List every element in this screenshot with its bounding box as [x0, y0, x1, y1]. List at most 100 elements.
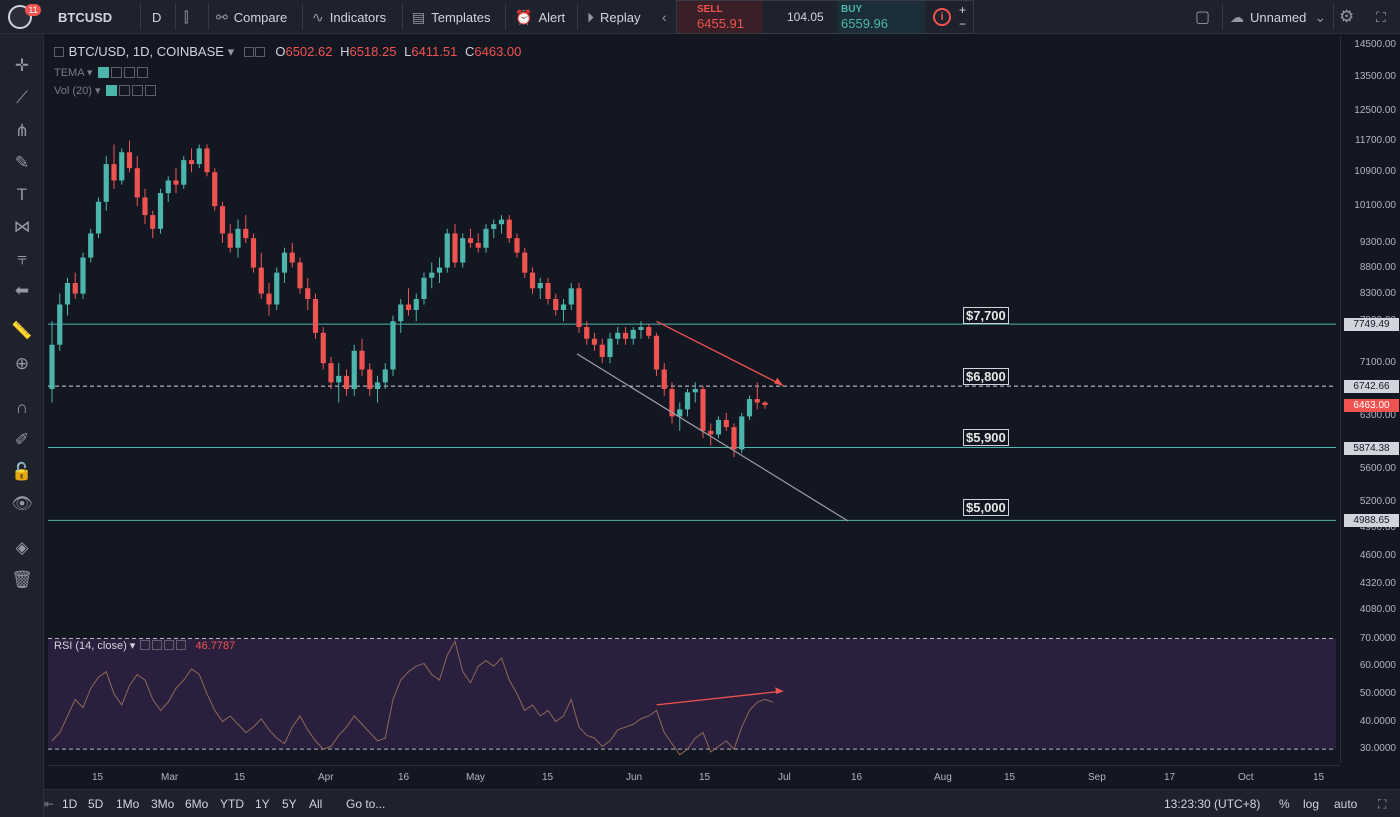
pitchfork-icon[interactable]: ⋔	[14, 121, 30, 140]
templates-button[interactable]: ▤ Templates	[412, 0, 490, 34]
candle-body	[157, 193, 164, 229]
scroll-left-icon[interactable]: ‹	[662, 9, 667, 25]
fullscreen-toggle[interactable]: ▢	[1195, 0, 1216, 34]
log-toggle[interactable]: log	[1303, 797, 1320, 811]
percent-toggle[interactable]: %	[1279, 797, 1290, 811]
prediction-icon[interactable]: ⫧	[17, 249, 27, 268]
candle-body	[436, 267, 443, 273]
price-tick: 7100.00	[1359, 357, 1396, 369]
menu-small-icon[interactable]	[164, 640, 175, 650]
candle-body	[646, 327, 652, 336]
close-small-icon[interactable]	[254, 47, 265, 57]
price-tag: 6742.66	[1344, 380, 1399, 394]
close-small-icon[interactable]	[136, 67, 148, 78]
eye-icon[interactable]: 👁	[11, 494, 33, 513]
alert-label: Alert	[538, 9, 566, 25]
rsi-pane[interactable]	[48, 633, 1336, 763]
price-axis[interactable]: 14500.00 13500.00 12500.00 11700.00 10900.00…	[1340, 36, 1400, 763]
divider	[208, 4, 209, 30]
replay-button[interactable]: ⏵ Replay	[587, 0, 640, 34]
calendar-icon[interactable]: ⇤	[44, 797, 55, 811]
fullscreen-button[interactable]: ⛶	[1376, 0, 1392, 34]
price-tick: 10100.00	[1354, 200, 1396, 212]
settings-small-icon[interactable]	[118, 85, 130, 96]
level-annotation[interactable]: $7,700	[963, 307, 1009, 324]
time-tick: May	[466, 772, 485, 783]
chevron-down-icon[interactable]: ▾	[227, 44, 235, 59]
candle-body	[491, 224, 497, 229]
range-button-ytd[interactable]: YTD	[220, 797, 244, 811]
range-button-5d[interactable]: 5D	[88, 797, 104, 811]
chart-type-button[interactable]: ⫿	[184, 0, 194, 34]
candle-body	[150, 215, 156, 229]
minus-icon[interactable]: −	[959, 17, 967, 31]
legend-toggle-icon[interactable]	[54, 47, 64, 57]
indicators-button[interactable]: ∿ Indicators	[312, 0, 386, 34]
arrow-back-icon[interactable]: ⬅	[14, 281, 30, 300]
close-small-icon[interactable]	[176, 640, 187, 650]
candle-body	[320, 332, 326, 364]
layout-name-button[interactable]: ☁ Unnamed ⌄	[1230, 0, 1332, 34]
settings-small-icon[interactable]	[152, 640, 163, 650]
rsi-label[interactable]: RSI (14, close)	[54, 640, 127, 652]
ruler-icon[interactable]: 📏	[11, 321, 33, 340]
menu-small-icon[interactable]	[123, 67, 135, 78]
symbol-title[interactable]: BTC/USD, 1D, COINBASE	[68, 44, 224, 59]
info-icon[interactable]: i	[933, 8, 951, 26]
alert-button[interactable]: ⏰ Alert	[515, 0, 565, 34]
auto-toggle[interactable]: auto	[1334, 797, 1358, 811]
level-annotation[interactable]: $5,900	[963, 429, 1009, 446]
eye-icon[interactable]	[105, 85, 117, 96]
plus-icon[interactable]: +	[959, 3, 967, 17]
pattern-icon[interactable]: ⋈	[13, 217, 31, 236]
goto-button[interactable]: Go to...	[346, 797, 386, 811]
symbol-search[interactable]: BTCUSD	[58, 9, 113, 25]
time-tick: Oct	[1238, 772, 1254, 783]
unlock-icon[interactable]: 🔓	[11, 462, 33, 481]
range-button-1mo[interactable]: 1Mo	[116, 797, 140, 811]
price-tick: 5200.00	[1359, 495, 1396, 507]
magnet-icon[interactable]: ∩	[15, 398, 29, 417]
candle-body	[576, 288, 582, 328]
range-button-6mo[interactable]: 6Mo	[185, 797, 209, 811]
trash-icon[interactable]: 🗑	[11, 570, 33, 589]
level-annotation[interactable]: $6,800	[963, 368, 1009, 385]
range-button-1y[interactable]: 1Y	[255, 797, 270, 811]
chart-properties-icon[interactable]: ⛶	[1378, 797, 1387, 811]
layers-icon[interactable]: ◈	[15, 538, 29, 557]
eye-icon[interactable]	[140, 640, 151, 650]
clock-time[interactable]: 13:23:30 (UTC+8)	[1164, 797, 1261, 811]
text-icon[interactable]: T	[16, 185, 28, 204]
sell-button[interactable]: SELL 6455.91	[677, 1, 763, 33]
compare-button[interactable]: ⚯ Compare	[216, 0, 287, 34]
quantity-stepper[interactable]: + −	[959, 3, 966, 31]
settings-small-icon[interactable]	[110, 67, 122, 78]
level-annotation[interactable]: $5,000	[963, 499, 1009, 516]
buy-button[interactable]: BUY 6559.96	[837, 1, 925, 33]
trade-panel: SELL 6455.91 104.05 BUY 6559.96 i + −	[676, 0, 974, 34]
eye-icon[interactable]	[97, 67, 109, 78]
indicator-tema[interactable]: TEMA ▾	[54, 66, 148, 79]
zoom-in-icon[interactable]: ⊕	[14, 354, 30, 373]
candle-body	[568, 288, 574, 305]
range-button-1d[interactable]: 1D	[62, 797, 78, 811]
settings-small-icon[interactable]	[243, 47, 254, 57]
buy-label: BUY	[841, 4, 863, 15]
range-button-5y[interactable]: 5Y	[282, 797, 297, 811]
lock-pencil-icon[interactable]: ✐	[14, 430, 30, 449]
candle-body	[57, 304, 63, 345]
range-button-3mo[interactable]: 3Mo	[151, 797, 175, 811]
price-tick: 5600.00	[1359, 462, 1396, 474]
price-chart[interactable]	[48, 36, 1336, 630]
trend-line-icon[interactable]: ⟋	[16, 88, 28, 107]
interval-button[interactable]: D	[152, 9, 162, 25]
menu-small-icon[interactable]	[131, 85, 143, 96]
settings-button[interactable]: ⚙	[1339, 0, 1360, 34]
crosshair-icon[interactable]: ✛	[14, 56, 30, 75]
time-axis[interactable]: 15 Mar 15 Apr 16 May 15 Jun 15 Jul 16 Aug 15 Sep 17 Oct…	[48, 765, 1340, 787]
indicator-volume[interactable]: Vol (20) ▾	[54, 84, 156, 97]
range-button-all[interactable]: All	[309, 797, 323, 811]
close-small-icon[interactable]	[144, 85, 156, 96]
candle-body	[64, 282, 71, 305]
brush-icon[interactable]: ✎	[14, 153, 30, 172]
